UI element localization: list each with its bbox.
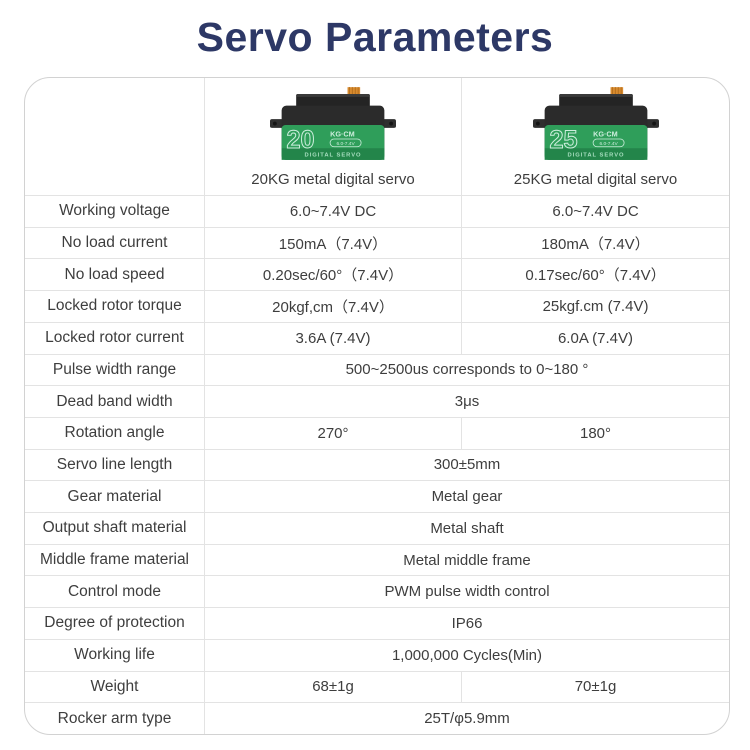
servo-25-volt: 6.0-7.4V xyxy=(599,141,618,147)
table-row: Servo line length 300±5mm xyxy=(25,448,729,481)
value-25kg: 0.17sec/60°（7.4V） xyxy=(525,267,666,285)
table-row: Working life 1,000,000 Cycles(Min) xyxy=(25,638,729,671)
table-row: Rocker arm type 25T/φ5.9mm xyxy=(25,702,729,734)
row-label: No load speed xyxy=(25,259,205,291)
row-label: Gear material xyxy=(25,481,205,513)
value-merged: Metal gear xyxy=(431,488,503,506)
table-row: Working voltage 6.0~7.4V DC 6.0~7.4V DC xyxy=(25,195,729,227)
servo-20-unit: KG·CM xyxy=(330,130,355,139)
value-20kg: 3.6A (7.4V) xyxy=(205,322,462,354)
table-row: Dead band width 3μs xyxy=(25,385,729,417)
header-empty-cell xyxy=(25,78,205,195)
row-label: Servo line length xyxy=(25,449,205,481)
value-merged: 3μs xyxy=(454,393,480,411)
row-label: Dead band width xyxy=(25,386,205,417)
value-20kg: 6.0~7.4V DC xyxy=(205,196,462,227)
value-merged: Metal middle frame xyxy=(403,551,531,569)
table-row: Locked rotor torque 20kgf,cm（7.4V） 25kgf… xyxy=(25,290,729,322)
row-label: Output shaft material xyxy=(25,513,205,544)
servo-20-volt: 6.0-7.4V xyxy=(336,141,355,147)
value-merged: 25T/φ5.9mm xyxy=(424,710,510,728)
row-label: No load current xyxy=(25,227,205,259)
value-25kg: 6.0A (7.4V) xyxy=(557,329,634,347)
servo-25-number: 25 xyxy=(549,126,577,154)
value-25kg: 180mA（7.4V） xyxy=(541,235,650,253)
servo-25-unit: KG·CM xyxy=(593,130,618,139)
table-body: Working voltage 6.0~7.4V DC 6.0~7.4V DC … xyxy=(25,195,729,734)
value-25kg: 6.0~7.4V DC xyxy=(552,202,639,220)
value-25kg: 180° xyxy=(579,424,612,442)
header-servo-25: 25 KG·CM 6.0-7.4V DIGITAL SERVO 25KG met… xyxy=(462,78,729,195)
table-row: Gear material Metal gear xyxy=(25,480,729,513)
row-label: Weight xyxy=(25,671,205,703)
row-label: Rotation angle xyxy=(25,417,205,449)
value-20kg: 0.20sec/60°（7.4V） xyxy=(205,259,462,291)
row-label: Degree of protection xyxy=(25,608,205,639)
header-servo-20: 20 KG·CM 6.0-7.4V DIGITAL SERVO 20KG met… xyxy=(205,78,462,195)
table-row: Rotation angle 270° 180° xyxy=(25,416,729,449)
table-row: Output shaft material Metal shaft xyxy=(25,512,729,544)
row-label: Middle frame material xyxy=(25,544,205,576)
row-label: Locked rotor current xyxy=(25,322,205,354)
value-20kg: 270° xyxy=(205,417,462,449)
table-row: Pulse width range 500~2500us corresponds… xyxy=(25,353,729,386)
servo-20-image: 20 KG·CM 6.0-7.4V DIGITAL SERVO xyxy=(270,87,396,160)
value-20kg: 20kgf,cm（7.4V） xyxy=(205,291,462,322)
value-merged: PWM pulse width control xyxy=(384,583,550,601)
row-label: Pulse width range xyxy=(25,354,205,386)
row-label: Rocker arm type xyxy=(25,703,205,734)
table-row: Middle frame material Metal middle frame xyxy=(25,543,729,576)
value-merged: 1,000,000 Cycles(Min) xyxy=(391,646,543,664)
table-row: Locked rotor current 3.6A (7.4V) 6.0A (7… xyxy=(25,321,729,354)
value-merged: IP66 xyxy=(451,614,483,632)
row-label: Working life xyxy=(25,639,205,671)
value-merged: 300±5mm xyxy=(433,456,501,474)
row-label: Working voltage xyxy=(25,196,205,227)
value-merged: Metal shaft xyxy=(430,519,504,537)
row-label: Control mode xyxy=(25,576,205,608)
value-20kg: 68±1g xyxy=(205,671,462,703)
servo-25-image: 25 KG·CM 6.0-7.4V DIGITAL SERVO xyxy=(532,87,659,160)
value-25kg: 25kgf.cm (7.4V) xyxy=(542,297,649,315)
table-row: Degree of protection IP66 xyxy=(25,607,729,639)
page-title: Servo Parameters xyxy=(196,14,554,60)
value-merged: 500~2500us corresponds to 0~180 ° xyxy=(345,361,589,379)
row-label: Locked rotor torque xyxy=(25,291,205,322)
servo-25-caption: DIGITAL SERVO xyxy=(567,152,624,158)
value-20kg: 150mA（7.4V） xyxy=(205,227,462,259)
table-row: No load current 150mA（7.4V） 180mA（7.4V） xyxy=(25,226,729,259)
table-header: 20 KG·CM 6.0-7.4V DIGITAL SERVO 20KG met… xyxy=(25,78,729,195)
product-name-20kg: 20KG metal digital servo xyxy=(251,171,415,188)
table-row: Weight 68±1g 70±1g xyxy=(25,670,729,703)
table-row: No load speed 0.20sec/60°（7.4V） 0.17sec/… xyxy=(25,258,729,291)
servo-20-caption: DIGITAL SERVO xyxy=(304,152,361,158)
servo-spec-table: 20 KG·CM 6.0-7.4V DIGITAL SERVO 20KG met… xyxy=(24,77,730,735)
servo-20-number: 20 xyxy=(286,126,314,154)
value-25kg: 70±1g xyxy=(574,678,617,696)
table-row: Control mode PWM pulse width control xyxy=(25,575,729,608)
product-name-25kg: 25KG metal digital servo xyxy=(513,171,678,188)
